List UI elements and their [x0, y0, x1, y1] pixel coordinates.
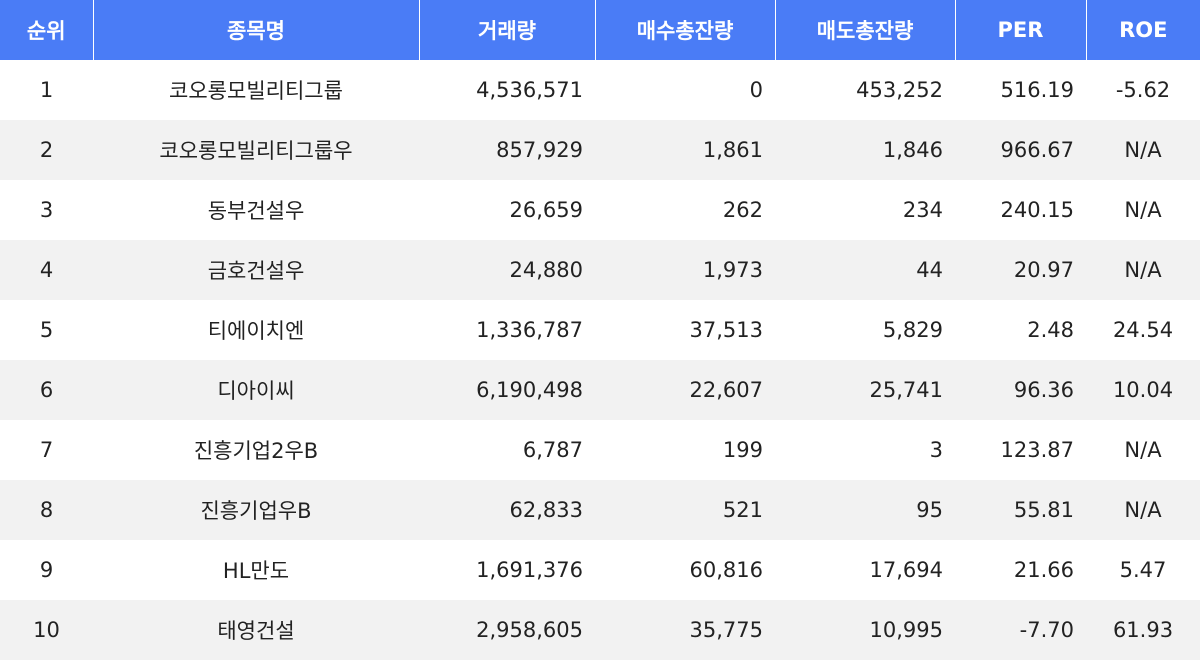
rank-cell: 7	[0, 420, 93, 480]
rank-cell: 6	[0, 360, 93, 420]
stock-name-cell: 디아이씨	[93, 360, 419, 420]
per-cell: 240.15	[955, 180, 1086, 240]
bid-total-cell: 35,775	[595, 600, 775, 660]
ask-total-cell: 25,741	[775, 360, 955, 420]
table-row: 6 디아이씨 6,190,498 22,607 25,741 96.36 10.04	[0, 360, 1200, 420]
table-row: 10 태영건설 2,958,605 35,775 10,995 -7.70 61.93	[0, 600, 1200, 660]
per-cell: 55.81	[955, 480, 1086, 540]
ask-total-cell: 17,694	[775, 540, 955, 600]
roe-cell: N/A	[1086, 240, 1200, 300]
volume-cell: 24,880	[419, 240, 595, 300]
ask-total-cell: 5,829	[775, 300, 955, 360]
bid-total-cell: 60,816	[595, 540, 775, 600]
stock-name-cell: 태영건설	[93, 600, 419, 660]
rank-cell: 4	[0, 240, 93, 300]
rank-cell: 10	[0, 600, 93, 660]
roe-cell: N/A	[1086, 120, 1200, 180]
stock-name-cell: 동부건설우	[93, 180, 419, 240]
table-row: 2 코오롱모빌리티그룹우 857,929 1,861 1,846 966.67 N/A	[0, 120, 1200, 180]
per-cell: -7.70	[955, 600, 1086, 660]
table-row: 5 티에이치엔 1,336,787 37,513 5,829 2.48 24.54	[0, 300, 1200, 360]
per-cell: 21.66	[955, 540, 1086, 600]
bid-total-cell: 1,973	[595, 240, 775, 300]
rank-cell: 3	[0, 180, 93, 240]
bid-total-cell: 262	[595, 180, 775, 240]
bid-total-cell: 521	[595, 480, 775, 540]
table-row: 7 진흥기업2우B 6,787 199 3 123.87 N/A	[0, 420, 1200, 480]
volume-cell: 1,336,787	[419, 300, 595, 360]
volume-cell: 62,833	[419, 480, 595, 540]
roe-cell: 24.54	[1086, 300, 1200, 360]
ask-total-cell: 234	[775, 180, 955, 240]
header-bid-total: 매수총잔량	[595, 0, 776, 60]
header-per: PER	[955, 0, 1087, 60]
per-cell: 20.97	[955, 240, 1086, 300]
stock-name-cell: 금호건설우	[93, 240, 419, 300]
header-ask-total: 매도총잔량	[775, 0, 956, 60]
roe-cell: N/A	[1086, 420, 1200, 480]
ask-total-cell: 1,846	[775, 120, 955, 180]
volume-cell: 6,190,498	[419, 360, 595, 420]
rank-cell: 5	[0, 300, 93, 360]
volume-cell: 1,691,376	[419, 540, 595, 600]
rank-cell: 1	[0, 60, 93, 120]
bid-total-cell: 37,513	[595, 300, 775, 360]
volume-cell: 6,787	[419, 420, 595, 480]
ask-total-cell: 10,995	[775, 600, 955, 660]
per-cell: 516.19	[955, 60, 1086, 120]
per-cell: 96.36	[955, 360, 1086, 420]
ask-total-cell: 453,252	[775, 60, 955, 120]
per-cell: 123.87	[955, 420, 1086, 480]
header-volume: 거래량	[419, 0, 596, 60]
roe-cell: 10.04	[1086, 360, 1200, 420]
roe-cell: N/A	[1086, 480, 1200, 540]
volume-cell: 4,536,571	[419, 60, 595, 120]
ask-total-cell: 3	[775, 420, 955, 480]
stock-name-cell: 티에이치엔	[93, 300, 419, 360]
header-name: 종목명	[93, 0, 420, 60]
volume-cell: 2,958,605	[419, 600, 595, 660]
rank-cell: 8	[0, 480, 93, 540]
bid-total-cell: 0	[595, 60, 775, 120]
header-rank: 순위	[0, 0, 94, 60]
volume-cell: 857,929	[419, 120, 595, 180]
rank-cell: 9	[0, 540, 93, 600]
table-body: 1 코오롱모빌리티그룹 4,536,571 0 453,252 516.19 -5.62 2 코…	[0, 60, 1200, 660]
rank-cell: 2	[0, 120, 93, 180]
bid-total-cell: 199	[595, 420, 775, 480]
bid-total-cell: 1,861	[595, 120, 775, 180]
stock-name-cell: 진흥기업우B	[93, 480, 419, 540]
table-row: 3 동부건설우 26,659 262 234 240.15 N/A	[0, 180, 1200, 240]
roe-cell: 61.93	[1086, 600, 1200, 660]
table-row: 1 코오롱모빌리티그룹 4,536,571 0 453,252 516.19 -5.62	[0, 60, 1200, 120]
bid-total-cell: 22,607	[595, 360, 775, 420]
table-row: 4 금호건설우 24,880 1,973 44 20.97 N/A	[0, 240, 1200, 300]
per-cell: 2.48	[955, 300, 1086, 360]
header-roe: ROE	[1086, 0, 1200, 60]
roe-cell: 5.47	[1086, 540, 1200, 600]
table-row: 8 진흥기업우B 62,833 521 95 55.81 N/A	[0, 480, 1200, 540]
stock-name-cell: HL만도	[93, 540, 419, 600]
table-row: 9 HL만도 1,691,376 60,816 17,694 21.66 5.47	[0, 540, 1200, 600]
per-cell: 966.67	[955, 120, 1086, 180]
roe-cell: -5.62	[1086, 60, 1200, 120]
volume-cell: 26,659	[419, 180, 595, 240]
stock-name-cell: 코오롱모빌리티그룹	[93, 60, 419, 120]
roe-cell: N/A	[1086, 180, 1200, 240]
stock-name-cell: 코오롱모빌리티그룹우	[93, 120, 419, 180]
table-header-row: 순위 종목명 거래량 매수총잔량 매도총잔량 PER ROE	[0, 0, 1200, 60]
ask-total-cell: 95	[775, 480, 955, 540]
stock-name-cell: 진흥기업2우B	[93, 420, 419, 480]
ask-total-cell: 44	[775, 240, 955, 300]
